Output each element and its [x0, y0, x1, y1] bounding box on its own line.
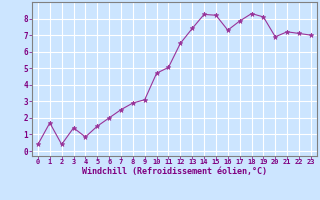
X-axis label: Windchill (Refroidissement éolien,°C): Windchill (Refroidissement éolien,°C) [82, 167, 267, 176]
